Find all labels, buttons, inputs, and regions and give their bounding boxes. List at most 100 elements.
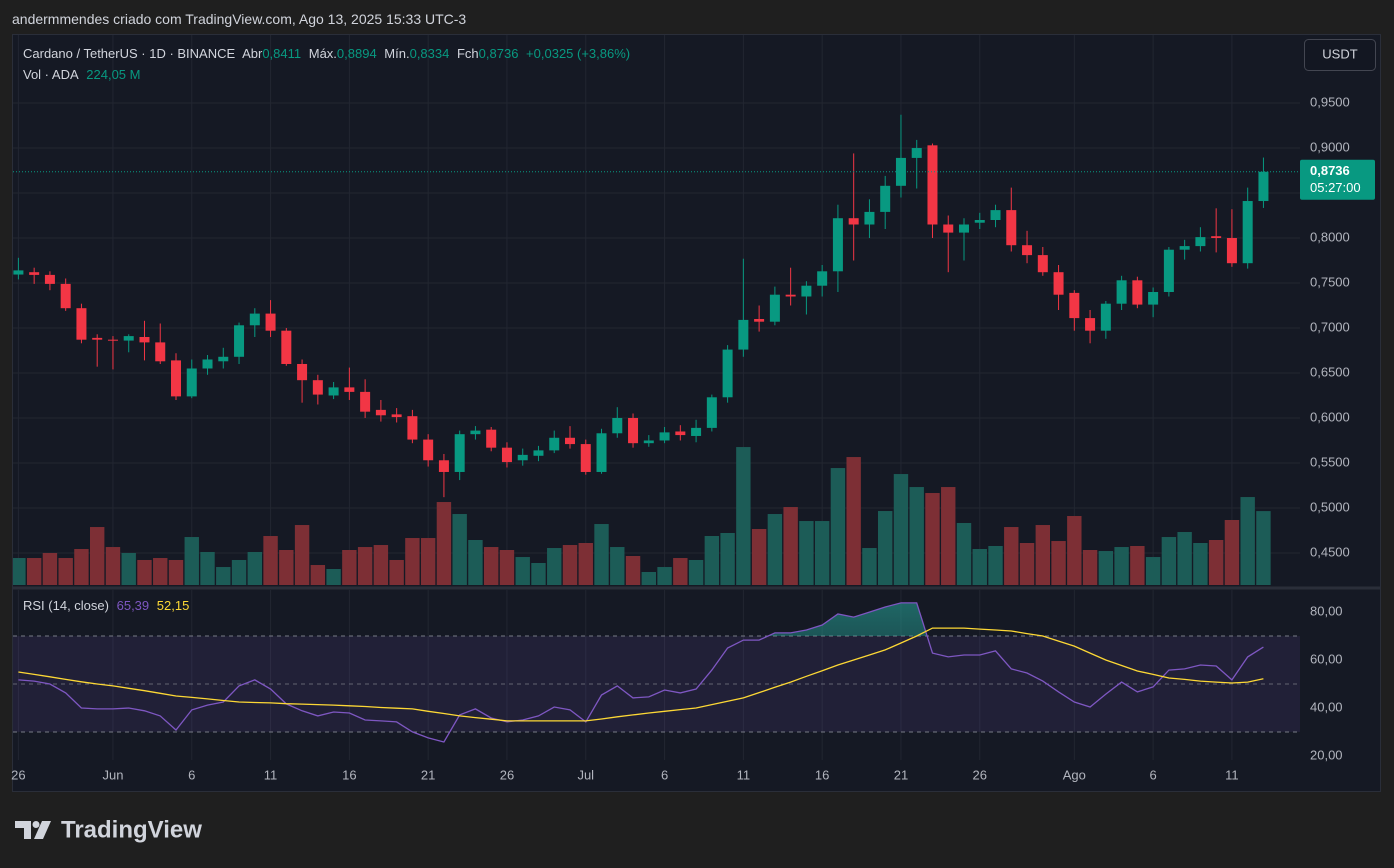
volume-bar: [231, 559, 247, 585]
x-tick-label: 26: [973, 767, 987, 782]
volume-bar: [342, 549, 357, 585]
y-tick-label: 0,7500: [1310, 274, 1350, 289]
last-price-label: 0,8736: [1310, 163, 1350, 178]
volume-bar: [105, 547, 121, 585]
volume-bar: [1019, 542, 1035, 585]
volume-bar: [13, 558, 26, 585]
y-tick-label: 0,6500: [1310, 364, 1350, 379]
volume-bar: [641, 572, 656, 585]
candle-body: [155, 342, 166, 362]
candle-body: [517, 454, 528, 461]
candle-body: [832, 218, 843, 272]
candle-body: [990, 210, 1001, 221]
candle-body: [60, 283, 71, 309]
volume-bar: [1256, 511, 1271, 585]
candle-body: [1006, 210, 1017, 246]
volume-bar: [121, 552, 136, 585]
rsi-line: [18, 602, 1264, 743]
candle-body: [501, 447, 512, 463]
volume-bar: [279, 549, 294, 585]
volume-bar: [153, 558, 168, 585]
y-tick-label: 0,9000: [1310, 139, 1350, 154]
candle-body: [1022, 245, 1033, 256]
rsi-title: RSI (14, close): [23, 598, 109, 613]
x-tick-label: 16: [815, 767, 829, 782]
x-tick-label: 6: [1150, 767, 1157, 782]
candle-body: [1100, 303, 1111, 331]
volume-bar: [420, 538, 436, 585]
candle-body: [360, 391, 371, 412]
y-tick-label: 0,6000: [1310, 409, 1350, 424]
volume-bar: [531, 562, 546, 585]
candle-body: [659, 432, 670, 441]
volume-bar: [751, 529, 767, 585]
candle-body: [470, 430, 481, 435]
volume-bar: [1193, 542, 1208, 585]
volume-bar: [137, 559, 152, 585]
volume-bar: [294, 525, 310, 585]
volume-name: Vol · ADA: [23, 67, 79, 82]
candle-body: [738, 319, 749, 350]
legend-value: 0,8736: [478, 46, 519, 61]
y-tick-label: 0,5500: [1310, 454, 1350, 469]
volume-bar: [42, 552, 58, 585]
volume-bar: [58, 558, 73, 585]
volume-bar: [26, 558, 42, 585]
x-tick-label: 16: [342, 767, 356, 782]
candle-body: [218, 356, 229, 362]
candle-body: [1116, 280, 1127, 304]
volume-bar: [1035, 525, 1050, 585]
candle-body: [29, 272, 40, 275]
candle-body: [391, 414, 402, 418]
volume-bar: [578, 542, 593, 585]
volume-bar: [1067, 516, 1082, 585]
rsi-pane: [13, 602, 1300, 743]
candle-body: [123, 336, 134, 341]
candle-body: [628, 417, 639, 444]
currency-button[interactable]: [1304, 39, 1376, 71]
volume-bar: [893, 474, 909, 585]
volume-bar: [1130, 546, 1145, 585]
volume-bar: [389, 559, 404, 585]
candle-body: [486, 429, 497, 448]
candle-body: [1148, 291, 1159, 305]
candle-body: [249, 313, 260, 326]
volume-bar: [862, 548, 877, 585]
candle-body: [1195, 237, 1206, 247]
x-tick-label: Jul: [577, 767, 594, 782]
volume-bar: [326, 568, 341, 585]
countdown-label: 05:27:00: [1310, 180, 1361, 195]
chart-panel: [12, 34, 1381, 792]
volume-bar: [184, 537, 199, 585]
volume-bar: [452, 514, 467, 585]
volume-bar: [1114, 547, 1129, 585]
candle-body: [171, 360, 181, 397]
candle-body: [1037, 255, 1048, 273]
x-tick-label: 26: [11, 767, 25, 782]
volume-bar: [673, 558, 688, 585]
volume-bar: [484, 547, 499, 585]
volume-bar: [263, 536, 278, 585]
volume-bar: [168, 559, 184, 585]
rsi-ma-value: 52,15: [156, 598, 190, 613]
legend-value: 0,8894: [336, 46, 377, 61]
candle-body: [1242, 201, 1253, 264]
x-tick-label: Jun: [102, 767, 123, 782]
volume-bar: [956, 523, 972, 585]
candle-body: [281, 330, 292, 364]
volume-bar: [1082, 549, 1098, 585]
candle-body: [927, 145, 938, 225]
volume-bar: [783, 507, 798, 585]
candle-body: [92, 337, 103, 340]
legend-value: 0,8334: [409, 46, 450, 61]
volume-bar: [688, 559, 704, 585]
volume-bar: [988, 546, 1003, 585]
symbol-title: Cardano / TetherUS · 1D · BINANCE: [23, 46, 236, 61]
volume-bar: [704, 536, 720, 585]
candle-body: [1069, 292, 1080, 319]
y-tick-label: 0,4500: [1310, 544, 1350, 559]
volume-bar: [720, 533, 735, 585]
currency-button-label[interactable]: USDT: [1322, 46, 1357, 61]
volume-bar: [468, 539, 483, 585]
candle-body: [438, 460, 449, 472]
